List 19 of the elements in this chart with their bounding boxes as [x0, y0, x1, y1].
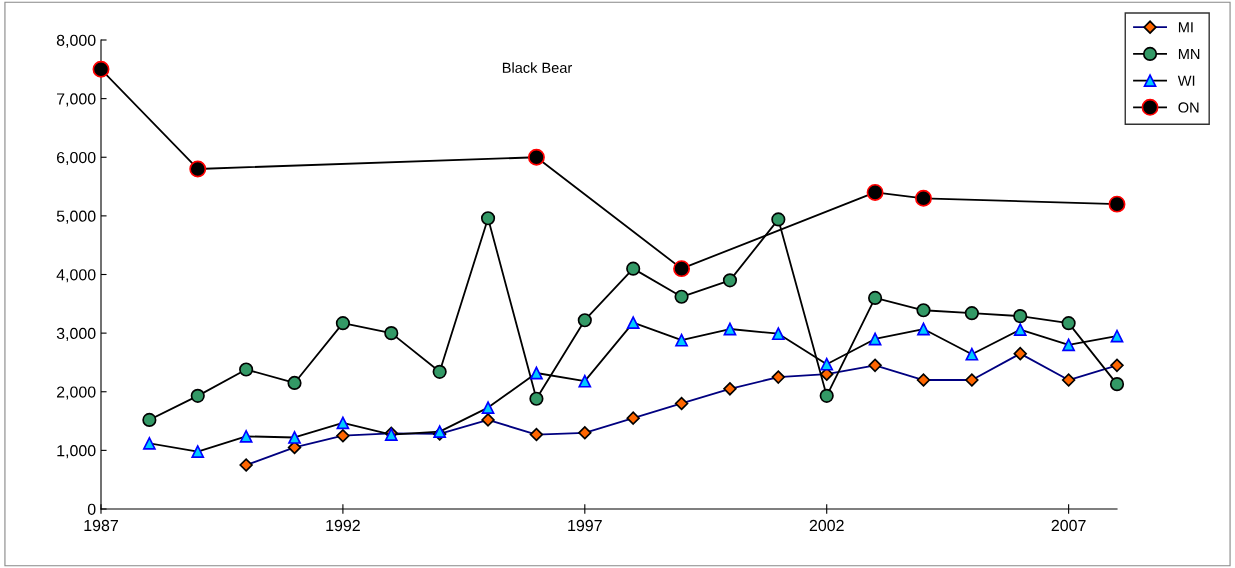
- y-tick-label: 4,000: [56, 269, 96, 283]
- legend-label: MN: [1178, 48, 1200, 60]
- x-tick-label: 1997: [568, 519, 602, 532]
- x-tick-label: 2002: [809, 519, 844, 532]
- y-tick-label: 5,000: [56, 210, 96, 224]
- x-tick-label: 1987: [84, 519, 118, 532]
- legend-label: MI: [1178, 22, 1193, 33]
- y-tick-label: 3,000: [56, 327, 96, 341]
- x-tick-label: 1992: [326, 519, 360, 532]
- legend-label: ON: [1178, 102, 1199, 113]
- y-tick-label: 6,000: [56, 151, 96, 166]
- text: Black Bear: [502, 62, 573, 73]
- y-tick-label: 1,000: [57, 445, 96, 459]
- x-tick-label: 2007: [1051, 519, 1086, 532]
- legend-label: WI: [1177, 75, 1195, 86]
- y-tick-label: 7,000: [56, 93, 96, 107]
- y-tick-label: 0: [87, 503, 96, 515]
- y-tick-label: 8,000: [56, 34, 96, 48]
- y-tick-label: 2,000: [56, 386, 96, 400]
